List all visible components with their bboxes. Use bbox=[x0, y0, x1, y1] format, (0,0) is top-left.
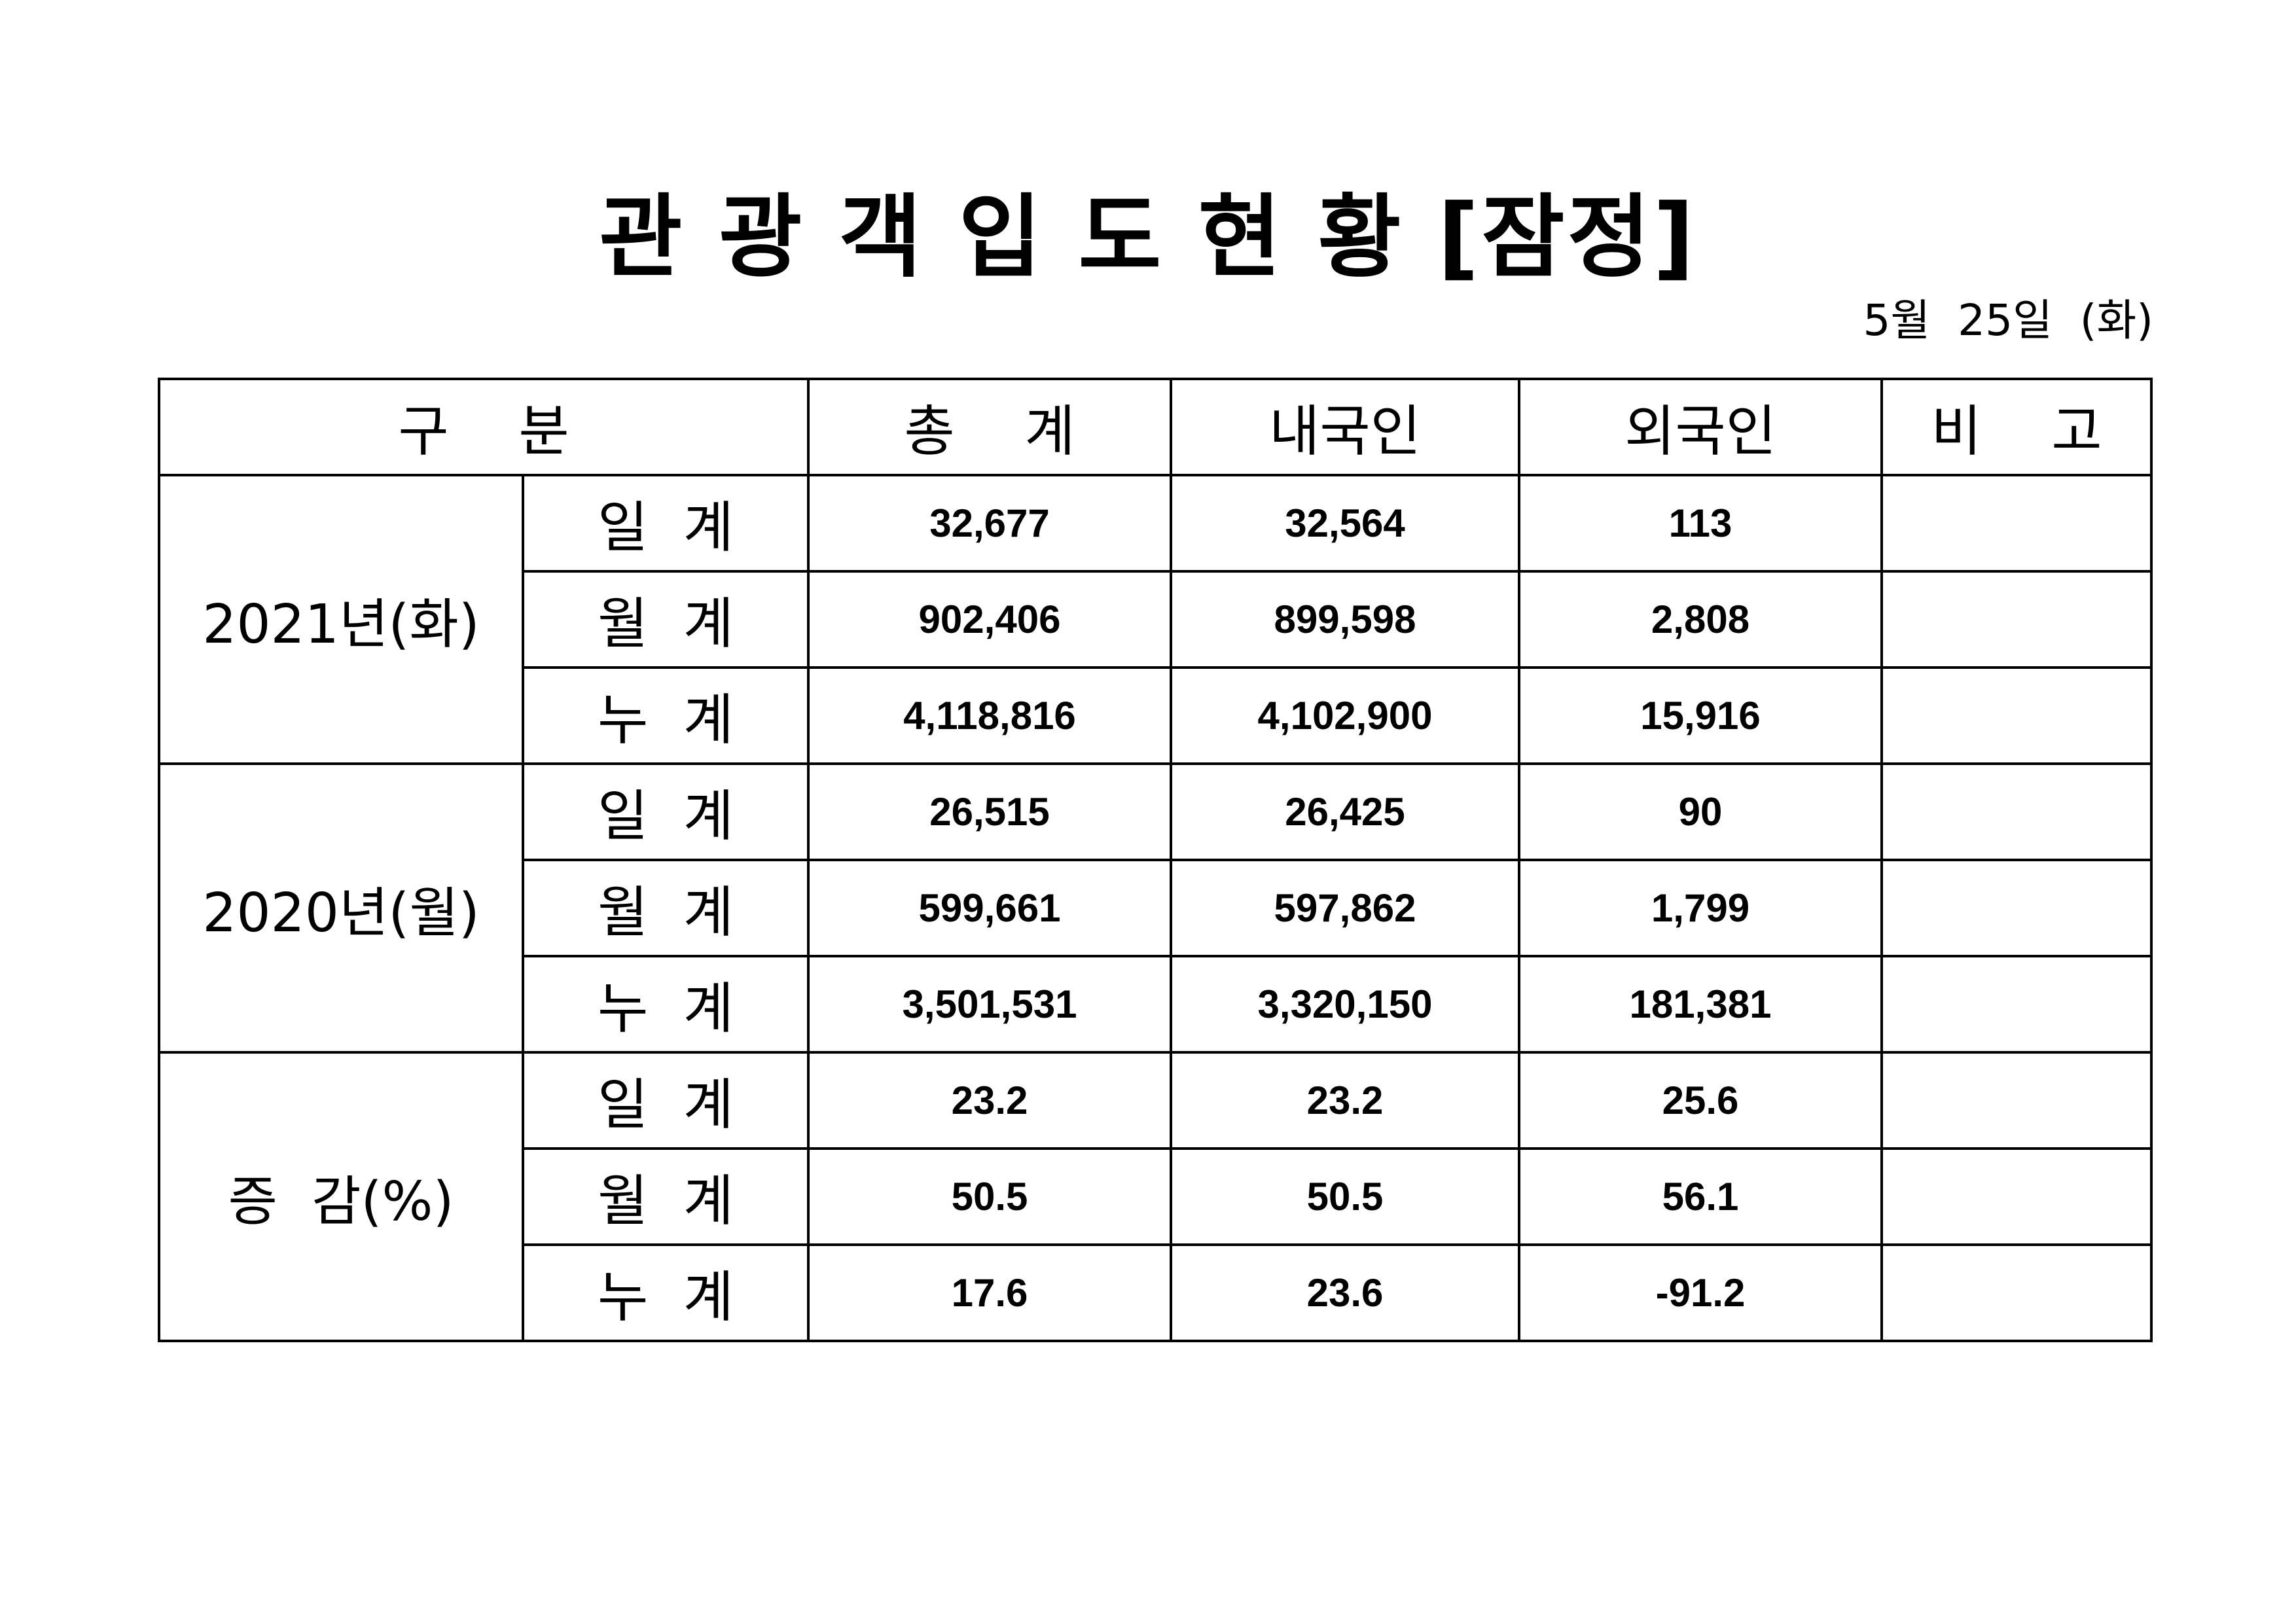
header-remarks: 비 고 bbox=[1880, 378, 2153, 476]
page-title: 관 광 객 입 도 현 황 [잠정] bbox=[599, 185, 1697, 290]
cell-domestic: 50.5 bbox=[1170, 1147, 1520, 1246]
group-label-change: 증 감(%) bbox=[158, 1051, 524, 1342]
cell-remarks bbox=[1880, 1147, 2153, 1246]
group-label-2021: 2021년(화) bbox=[158, 474, 524, 765]
cell-foreign: 90 bbox=[1518, 762, 1883, 861]
table-row: 월 계 902,406 899,598 2,808 bbox=[159, 570, 2153, 669]
cell-foreign: 2,808 bbox=[1518, 570, 1883, 669]
row-label: 누 계 bbox=[522, 955, 810, 1054]
cell-domestic: 4,102,900 bbox=[1170, 666, 1520, 765]
table-row: 월 계 599,661 597,862 1,799 bbox=[159, 859, 2153, 957]
cell-foreign: -91.2 bbox=[1518, 1243, 1883, 1342]
cell-domestic: 32,564 bbox=[1170, 474, 1520, 573]
cell-remarks bbox=[1880, 666, 2153, 765]
row-label: 월 계 bbox=[522, 859, 810, 957]
cell-foreign: 56.1 bbox=[1518, 1147, 1883, 1246]
header-category: 구 분 bbox=[158, 378, 810, 476]
cell-domestic: 23.6 bbox=[1170, 1243, 1520, 1342]
cell-total: 23.2 bbox=[807, 1051, 1172, 1150]
cell-remarks bbox=[1880, 762, 2153, 861]
table-row: 2021년(화) 일 계 32,677 32,564 113 bbox=[158, 474, 2153, 765]
header-row: 구 분 총 계 내국인 외국인 비 고 bbox=[158, 378, 2153, 476]
row-label: 월 계 bbox=[522, 1147, 810, 1246]
cell-remarks bbox=[1880, 570, 2153, 669]
cell-total: 26,515 bbox=[807, 762, 1172, 861]
row-label: 일 계 bbox=[522, 474, 810, 573]
table-row: 누 계 3,501,531 3,320,150 181,381 bbox=[159, 955, 2153, 1054]
group-label-2020: 2020년(월) bbox=[158, 762, 524, 1054]
cell-total: 32,677 bbox=[807, 474, 1172, 573]
cell-foreign: 113 bbox=[1518, 474, 1883, 573]
cell-remarks bbox=[1880, 1051, 2153, 1150]
cell-total: 902,406 bbox=[807, 570, 1172, 669]
cell-domestic: 23.2 bbox=[1170, 1051, 1520, 1150]
cell-domestic: 597,862 bbox=[1170, 859, 1520, 957]
header-foreign: 외국인 bbox=[1518, 378, 1883, 476]
tourist-arrivals-table: 구 분 총 계 내국인 외국인 비 고 2021년(화) 일 계 32,677 … bbox=[158, 378, 2153, 1342]
cell-total: 3,501,531 bbox=[807, 955, 1172, 1054]
row-label: 일 계 bbox=[522, 762, 810, 861]
row-label: 일 계 bbox=[522, 1051, 810, 1150]
header-domestic: 내국인 bbox=[1170, 378, 1520, 476]
cell-remarks bbox=[1880, 474, 2153, 573]
cell-foreign: 1,799 bbox=[1518, 859, 1883, 957]
cell-domestic: 26,425 bbox=[1170, 762, 1520, 861]
header-total: 총 계 bbox=[807, 378, 1172, 476]
cell-foreign: 181,381 bbox=[1518, 955, 1883, 1054]
cell-total: 599,661 bbox=[807, 859, 1172, 957]
table-row: 월 계 50.5 50.5 56.1 bbox=[159, 1147, 2153, 1246]
cell-remarks bbox=[1880, 955, 2153, 1054]
table-row: 증 감(%) 일 계 23.2 23.2 25.6 bbox=[158, 1051, 2153, 1342]
table-row: 누 계 4,118,816 4,102,900 15,916 bbox=[159, 666, 2153, 765]
cell-total: 17.6 bbox=[807, 1243, 1172, 1342]
row-label: 월 계 bbox=[522, 570, 810, 669]
cell-total: 4,118,816 bbox=[807, 666, 1172, 765]
cell-remarks bbox=[1880, 1243, 2153, 1342]
row-label: 누 계 bbox=[522, 666, 810, 765]
cell-total: 50.5 bbox=[807, 1147, 1172, 1246]
table-row: 누 계 17.6 23.6 -91.2 bbox=[159, 1243, 2153, 1342]
cell-foreign: 15,916 bbox=[1518, 666, 1883, 765]
table-row: 2020년(월) 일 계 26,515 26,425 90 bbox=[158, 762, 2153, 1054]
row-label: 누 계 bbox=[522, 1243, 810, 1342]
cell-foreign: 25.6 bbox=[1518, 1051, 1883, 1150]
cell-remarks bbox=[1880, 859, 2153, 957]
cell-domestic: 3,320,150 bbox=[1170, 955, 1520, 1054]
report-date: 5월 25일 (화) bbox=[1863, 295, 2153, 346]
cell-domestic: 899,598 bbox=[1170, 570, 1520, 669]
